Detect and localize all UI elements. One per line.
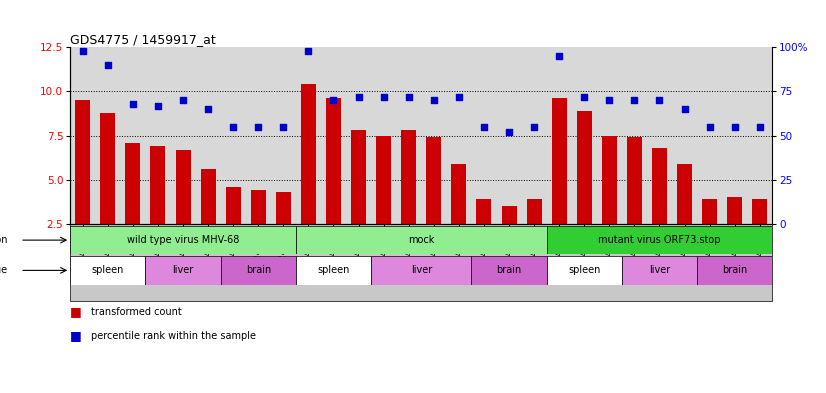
Point	[327, 97, 340, 103]
Point	[402, 94, 415, 100]
Bar	[622, 256, 697, 285]
Point	[352, 94, 365, 100]
Bar	[401, 130, 416, 224]
Bar	[150, 146, 165, 224]
Bar	[145, 256, 221, 285]
Point	[301, 48, 315, 54]
Point	[477, 123, 491, 130]
Bar	[472, 256, 547, 285]
Text: spleen: spleen	[568, 265, 601, 275]
Bar	[547, 226, 772, 254]
Text: mutant virus ORF73.stop: mutant virus ORF73.stop	[598, 235, 721, 245]
Bar	[376, 136, 392, 224]
Text: infection: infection	[0, 235, 7, 245]
Point	[202, 106, 215, 112]
Bar	[251, 190, 266, 224]
Point	[226, 123, 240, 130]
Point	[177, 97, 190, 103]
Bar	[225, 187, 240, 224]
Point	[653, 97, 666, 103]
Bar	[176, 150, 191, 224]
Point	[377, 94, 390, 100]
Point	[528, 123, 541, 130]
Text: GDS4775 / 1459917_at: GDS4775 / 1459917_at	[70, 33, 216, 46]
Bar	[552, 98, 567, 224]
Bar	[100, 112, 116, 224]
Bar	[301, 84, 316, 224]
Point	[427, 97, 440, 103]
Bar	[351, 130, 366, 224]
Point	[628, 97, 641, 103]
Bar	[527, 199, 542, 224]
Bar	[371, 256, 472, 285]
Text: transformed count: transformed count	[91, 307, 182, 317]
Bar	[677, 164, 692, 224]
Bar	[70, 226, 296, 254]
Point	[453, 94, 466, 100]
Text: liver: liver	[411, 265, 432, 275]
Bar	[296, 256, 371, 285]
Text: mock: mock	[408, 235, 434, 245]
Text: brain: brain	[245, 265, 271, 275]
Bar	[752, 199, 767, 224]
Bar	[75, 100, 90, 224]
Bar	[727, 197, 743, 224]
Point	[577, 94, 591, 100]
Point	[728, 123, 741, 130]
Point	[603, 97, 616, 103]
Text: liver: liver	[173, 265, 193, 275]
Text: spleen: spleen	[317, 265, 349, 275]
Bar	[70, 256, 145, 285]
Bar	[627, 137, 642, 224]
Bar	[501, 206, 516, 224]
Bar	[126, 143, 140, 224]
Bar	[451, 164, 467, 224]
Bar	[602, 136, 617, 224]
Point	[678, 106, 691, 112]
Text: percentile rank within the sample: percentile rank within the sample	[91, 331, 256, 341]
Bar	[426, 137, 441, 224]
Bar	[477, 199, 491, 224]
Point	[252, 123, 265, 130]
Text: liver: liver	[649, 265, 670, 275]
Point	[502, 129, 515, 135]
Bar	[326, 98, 341, 224]
Bar	[702, 199, 717, 224]
Bar	[276, 192, 291, 224]
Text: tissue: tissue	[0, 265, 7, 275]
Point	[277, 123, 290, 130]
Text: ■: ■	[70, 329, 82, 342]
Text: ■: ■	[70, 305, 82, 319]
Bar	[296, 226, 547, 254]
Bar	[221, 256, 296, 285]
Point	[76, 48, 89, 54]
Point	[553, 53, 566, 59]
Point	[126, 101, 140, 107]
Bar	[201, 169, 216, 224]
Text: wild type virus MHV-68: wild type virus MHV-68	[127, 235, 240, 245]
Point	[753, 123, 767, 130]
Bar	[547, 256, 622, 285]
Bar	[697, 256, 772, 285]
Text: brain: brain	[722, 265, 748, 275]
Bar	[652, 148, 667, 224]
Point	[703, 123, 716, 130]
Point	[151, 102, 164, 108]
Text: brain: brain	[496, 265, 522, 275]
Bar	[577, 111, 591, 224]
Point	[102, 62, 115, 68]
Text: spleen: spleen	[92, 265, 124, 275]
